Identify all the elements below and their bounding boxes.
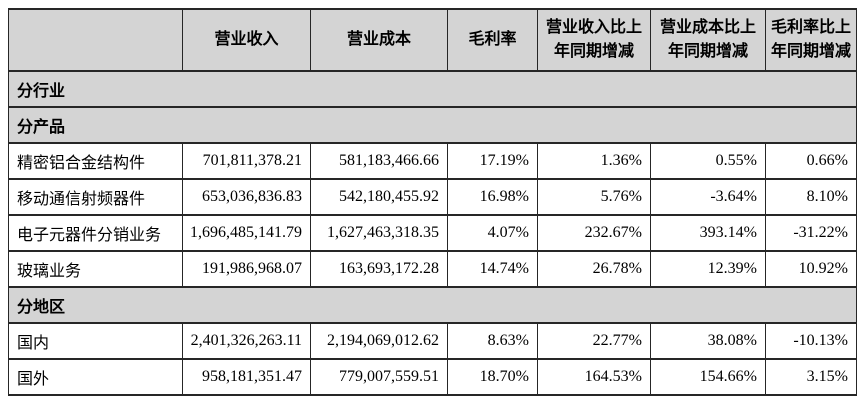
section-row-by-industry: 分行业 [8,70,857,108]
section-row-by-region: 分地区 [8,286,857,324]
section-row-by-product: 分产品 [8,106,857,144]
gross-margin-yoy-value: 0.66% [765,142,857,180]
column-header-text: 营业收入比上 [545,19,642,36]
revenue-yoy-value: 5.76% [537,178,651,216]
gross-margin-value: 18.70% [447,358,538,396]
section-label: 分行业 [8,70,857,108]
gross-margin-yoy-value: -10.13% [765,322,857,360]
column-header-text: 年同期增减 [770,43,851,60]
cost-value: 2,194,069,012.62 [310,322,448,360]
revenue-yoy-value: 232.67% [537,214,651,252]
column-header-text: 营业收入 [214,31,279,48]
table-row-precision-aluminum: 精密铝合金结构件 701,811,378.21 581,183,466.66 1… [8,142,857,180]
revenue-yoy-value: 26.78% [537,250,651,288]
column-header-cost: 营业成本 [310,8,448,72]
gross-margin-value: 14.74% [447,250,538,288]
row-label: 玻璃业务 [8,250,183,288]
cost-yoy-value: 154.66% [650,358,766,396]
table-row-glass-business: 玻璃业务 191,986,968.07 163,693,172.28 14.74… [8,250,857,288]
table-row-overseas: 国外 958,181,351.47 779,007,559.51 18.70% … [8,358,857,396]
gross-margin-value: 16.98% [447,178,538,216]
column-header-text: 营业成本比上 [659,19,756,36]
table-row-domestic: 国内 2,401,326,263.11 2,194,069,012.62 8.6… [8,322,857,360]
gross-margin-yoy-value: -31.22% [765,214,857,252]
cost-yoy-value: -3.64% [650,178,766,216]
row-label: 移动通信射频器件 [8,178,183,216]
column-header-revenue: 营业收入 [182,8,311,72]
row-label: 国外 [8,358,183,396]
cost-yoy-value: 12.39% [650,250,766,288]
cost-yoy-value: 0.55% [650,142,766,180]
column-header-text: 年同期增减 [667,43,748,60]
cost-value: 581,183,466.66 [310,142,448,180]
gross-margin-yoy-value: 10.92% [765,250,857,288]
revenue-value: 701,811,378.21 [182,142,311,180]
revenue-value: 653,036,836.83 [182,178,311,216]
gross-margin-yoy-value: 3.15% [765,358,857,396]
revenue-yoy-value: 164.53% [537,358,651,396]
gross-margin-yoy-value: 8.10% [765,178,857,216]
column-header-text: 年同期增减 [553,43,634,60]
revenue-yoy-value: 1.36% [537,142,651,180]
cost-value: 542,180,455.92 [310,178,448,216]
column-header-text: 毛利率比上 [770,19,851,36]
section-label: 分地区 [8,286,857,324]
table-row-electronics-distribution: 电子元器件分销业务 1,696,485,141.79 1,627,463,318… [8,214,857,252]
financial-segment-table: 营业收入 营业成本 毛利率 营业收入比上 年同期增减 营业成本比上 年 [8,8,857,396]
row-label: 电子元器件分销业务 [8,214,183,252]
column-header-cost-yoy: 营业成本比上 年同期增减 [650,8,766,72]
cost-yoy-value: 393.14% [650,214,766,252]
revenue-value: 191,986,968.07 [182,250,311,288]
corner-header-cell [8,8,183,72]
column-header-gross-margin-yoy: 毛利率比上 年同期增减 [765,8,857,72]
cost-value: 163,693,172.28 [310,250,448,288]
table-header-row: 营业收入 营业成本 毛利率 营业收入比上 年同期增减 营业成本比上 年 [8,8,857,72]
column-header-text: 营业成本 [346,31,411,48]
cost-value: 1,627,463,318.35 [310,214,448,252]
revenue-value: 958,181,351.47 [182,358,311,396]
gross-margin-value: 8.63% [447,322,538,360]
table-row-mobile-rf: 移动通信射频器件 653,036,836.83 542,180,455.92 1… [8,178,857,216]
segment-report-table-container: 营业收入 营业成本 毛利率 营业收入比上 年同期增减 营业成本比上 年 [8,8,857,396]
row-label: 精密铝合金结构件 [8,142,183,180]
section-label: 分产品 [8,106,857,144]
revenue-value: 1,696,485,141.79 [182,214,311,252]
cost-value: 779,007,559.51 [310,358,448,396]
gross-margin-value: 17.19% [447,142,538,180]
gross-margin-value: 4.07% [447,214,538,252]
column-header-revenue-yoy: 营业收入比上 年同期增减 [537,8,651,72]
column-header-text: 毛利率 [468,31,517,48]
column-header-gross-margin: 毛利率 [447,8,538,72]
row-label: 国内 [8,322,183,360]
revenue-yoy-value: 22.77% [537,322,651,360]
revenue-value: 2,401,326,263.11 [182,322,311,360]
cost-yoy-value: 38.08% [650,322,766,360]
